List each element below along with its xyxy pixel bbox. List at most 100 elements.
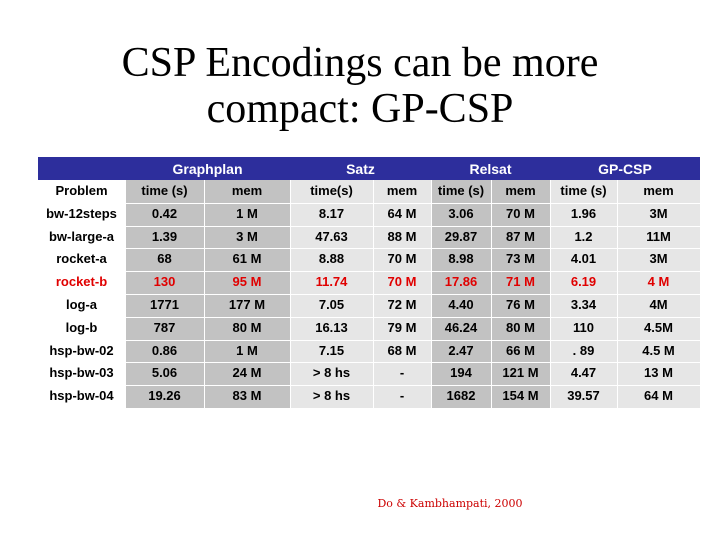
table-cell: -	[399, 388, 405, 403]
table-cell: 1 M	[236, 343, 258, 358]
table-cell: 1771	[150, 297, 179, 312]
table-cell: 4.40	[448, 297, 474, 312]
table-cell: 80 M	[506, 320, 535, 335]
row-divider	[38, 340, 700, 341]
group-header-relsat: Relsat	[469, 161, 512, 177]
table-cell: 79 M	[387, 320, 417, 335]
table-cell: 3M	[649, 251, 668, 266]
table-cell: 154 M	[502, 388, 539, 403]
table-cell: > 8 hs	[312, 365, 351, 380]
table-cell: 4.47	[570, 365, 597, 380]
table-cell: 11M	[646, 229, 671, 244]
problem-name-cell: rocket-b	[55, 274, 108, 289]
table-cell: 3.06	[448, 206, 474, 221]
table-cell: 73 M	[506, 251, 535, 266]
table-cell: 76 M	[506, 297, 535, 312]
column-header: mem	[231, 183, 263, 198]
table-cell: 88 M	[387, 229, 417, 244]
table-cell: 68 M	[387, 343, 417, 358]
table-cell: 64 M	[387, 206, 417, 221]
row-divider	[38, 203, 700, 204]
table-cell: 72 M	[387, 297, 417, 312]
table-cell: 46.24	[444, 320, 478, 335]
table-cell: . 89	[572, 343, 595, 358]
table-cell: -	[399, 365, 405, 380]
column-header: time (s)	[141, 183, 188, 198]
row-divider	[38, 385, 700, 386]
column-header: mem	[386, 183, 418, 198]
slide-title: CSP Encodings can be more compact: GP-CS…	[0, 40, 720, 132]
results-table: Graphplan Satz Relsat GP-CSP Problem time (s)…	[38, 157, 700, 408]
table-cell: 2.47	[448, 343, 474, 358]
column-header: mem	[643, 183, 674, 198]
table-cell: 8.17	[318, 206, 345, 221]
table-cell: 177 M	[228, 297, 266, 312]
table-cell: 80 M	[232, 320, 262, 335]
table-cell: 8.88	[318, 251, 345, 266]
citation: Do & Kambhampati, 2000	[377, 497, 523, 510]
table-cell: 7.15	[318, 343, 345, 358]
table-cell: 70 M	[387, 251, 417, 266]
table-cell: 83 M	[232, 388, 262, 403]
table-cell: 47.63	[315, 229, 348, 244]
table-cell: 68	[157, 251, 172, 266]
problem-name-cell: hsp-bw-02	[49, 343, 114, 358]
row-divider	[38, 226, 700, 227]
problem-name-cell: hsp-bw-04	[49, 388, 114, 403]
table-cell: 70 M	[387, 274, 417, 289]
group-header-satz: Satz	[346, 161, 375, 177]
table-cell: 4.5M	[644, 320, 673, 335]
title-line-1: CSP Encodings can be more	[121, 40, 599, 86]
table-cell: 5.06	[151, 365, 178, 380]
table-cell: 1682	[446, 388, 476, 403]
table-cell: 70 M	[506, 206, 535, 221]
table-cell: 4.5 M	[642, 343, 675, 358]
table-cell: 6.19	[570, 274, 597, 289]
row-divider	[38, 362, 700, 363]
table-cell: 1.2	[574, 229, 593, 244]
table-cell: 0.42	[151, 206, 178, 221]
table-cell: 110	[573, 320, 594, 335]
table-cell: 130	[153, 274, 176, 289]
row-divider	[38, 294, 700, 295]
table-cell: 71 M	[506, 274, 535, 289]
table-cell: 61 M	[232, 251, 262, 266]
table-cell: 17.86	[444, 274, 478, 289]
table-cell: 11.74	[315, 274, 348, 289]
column-header: time(s)	[310, 183, 353, 198]
table-cell: 13 M	[644, 365, 673, 380]
table-cell: 121 M	[502, 365, 539, 380]
row-divider	[38, 271, 700, 272]
column-header: time (s)	[560, 183, 607, 198]
table-cell: 29.87	[444, 229, 478, 244]
column-header: time (s)	[437, 183, 485, 198]
title-line-2: compact: GP-CSP	[206, 86, 514, 132]
column-header: mem	[505, 183, 536, 198]
table-cell: > 8 hs	[312, 388, 351, 403]
table-cell: 87 M	[506, 229, 535, 244]
table-cell: 95 M	[232, 274, 262, 289]
table-cell: 1 M	[236, 206, 258, 221]
table-cell: 3M	[649, 206, 668, 221]
table-cell: 3.34	[570, 297, 597, 312]
table-cell: 4.01	[570, 251, 597, 266]
table-cell: 194	[450, 365, 472, 380]
problem-name-cell: log-b	[65, 320, 98, 335]
table-cell: 64 M	[644, 388, 673, 403]
table-cell: 19.26	[148, 388, 181, 403]
table-header-band	[38, 157, 700, 180]
table-cell: 4M	[649, 297, 668, 312]
table-cell: 1.39	[151, 229, 178, 244]
group-header-graphplan: Graphplan	[172, 161, 243, 177]
table-cell: 16.13	[315, 320, 348, 335]
column-header: Problem	[55, 183, 108, 198]
table-cell: 0.86	[151, 343, 178, 358]
table-cell: 8.98	[448, 251, 474, 266]
table-cell: 787	[153, 320, 176, 335]
table-cell: 4 M	[647, 274, 670, 289]
table-cell: 3 M	[236, 229, 258, 244]
problem-name-cell: rocket-a	[56, 251, 107, 266]
row-divider	[38, 317, 700, 318]
table-cell: 24 M	[232, 365, 262, 380]
group-header-gpcsp: GP-CSP	[598, 161, 652, 177]
